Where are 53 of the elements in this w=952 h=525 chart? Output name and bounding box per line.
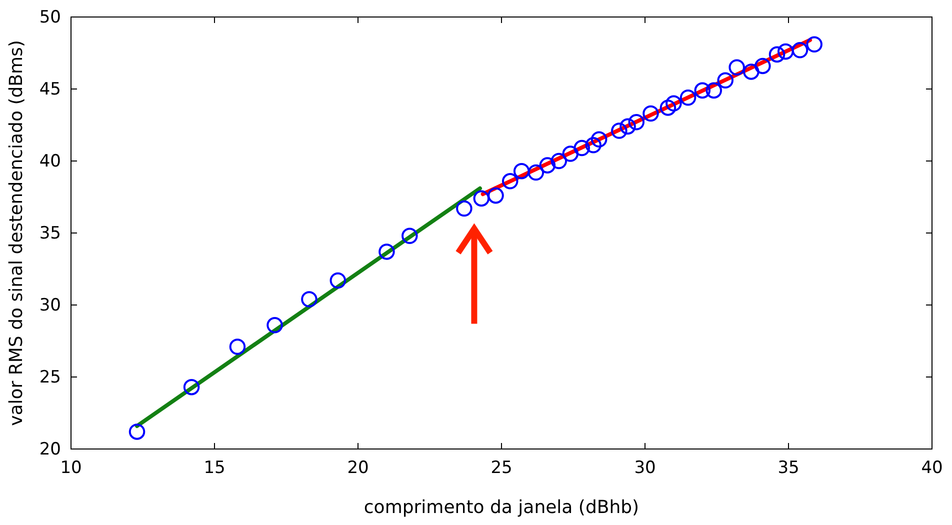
point [590,131,608,148]
point [402,228,418,244]
point [754,58,771,74]
point [574,140,590,156]
x-tick-label: 35 [778,458,800,478]
x-tick-label: 40 [921,458,943,478]
x-axis-title: comprimento da janela (dBhb) [364,497,640,518]
point [473,190,490,207]
point [550,152,568,170]
y-tick-label: 40 [39,151,61,172]
y-axis-title: valor RMS do sinal destendenciado (dBms) [6,40,27,426]
point [717,72,734,88]
point [502,173,518,190]
x-tick-label: 10 [60,458,82,478]
point [528,164,544,181]
y-tick-label: 45 [39,79,61,100]
point [768,46,786,63]
point [488,187,504,204]
y-tick-label: 50 [39,7,61,28]
x-tick-label: 15 [204,458,226,478]
point [792,42,808,58]
point [660,100,676,116]
point [539,157,556,174]
point [266,317,283,334]
point [777,43,794,60]
point [585,137,602,154]
point [330,272,346,289]
point [620,118,636,135]
x-tick-label: 20 [347,458,369,478]
point [743,64,760,80]
x-tick-label: 25 [490,458,512,478]
point [642,105,659,122]
point [728,59,745,76]
point [611,122,628,139]
x-tick-label: 30 [634,458,656,478]
point [378,244,395,260]
point [183,378,200,396]
point [628,114,645,130]
point [694,82,711,99]
point [706,82,722,99]
point [513,162,530,180]
point [562,146,579,162]
point [229,338,246,355]
point [680,90,696,106]
point [806,36,822,52]
point [666,95,682,112]
y-tick-label: 35 [39,223,61,244]
y-tick-label: 20 [39,439,61,460]
point [456,200,472,217]
point [128,424,146,440]
point [301,291,318,308]
y-tick-label: 25 [39,367,61,388]
y-tick-label: 30 [39,295,61,316]
